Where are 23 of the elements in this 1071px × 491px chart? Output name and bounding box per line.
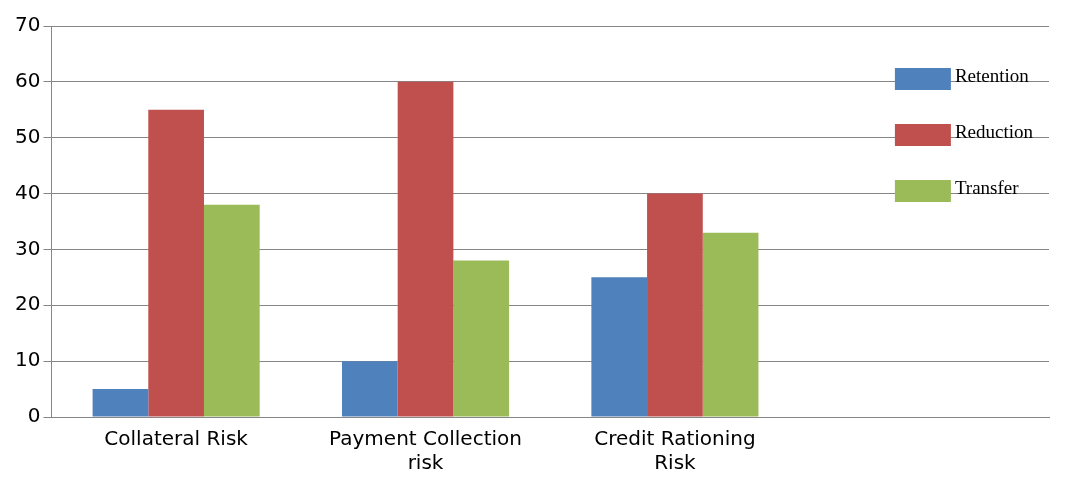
y-tick-label: 0 <box>27 403 41 428</box>
x-tick-label: Credit Rationing Risk <box>594 426 756 475</box>
legend-label: Reduction <box>954 120 1034 142</box>
bar <box>702 232 759 417</box>
bar <box>591 277 648 417</box>
bar <box>148 109 204 417</box>
x-tick-label: Collateral Risk <box>104 426 249 451</box>
legend-label: Retention <box>954 64 1030 86</box>
y-tick-label: 40 <box>15 179 41 204</box>
bar <box>341 361 398 417</box>
y-tick-label: 50 <box>15 123 41 148</box>
bar <box>397 81 454 417</box>
y-tick-label: 60 <box>15 68 41 93</box>
bar <box>203 204 260 417</box>
legend-label: Transfer <box>954 176 1020 198</box>
y-tick-label: 20 <box>15 291 41 316</box>
bar <box>647 193 703 417</box>
x-tick-label: Payment Collection risk <box>329 426 522 475</box>
y-tick-label: 30 <box>15 235 41 260</box>
bar <box>92 389 149 417</box>
bar <box>453 260 510 417</box>
y-tick-label: 70 <box>15 12 41 37</box>
y-tick-label: 10 <box>15 347 41 372</box>
